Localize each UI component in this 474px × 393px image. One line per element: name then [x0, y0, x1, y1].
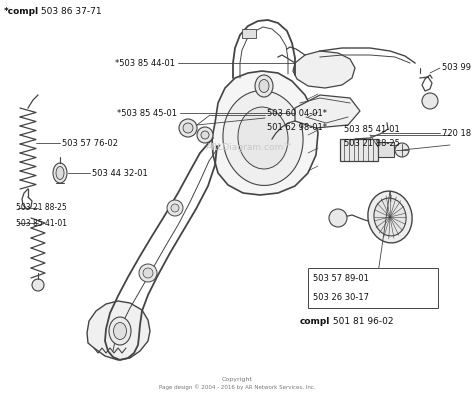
Bar [242, 29, 256, 38]
Circle shape [329, 209, 347, 227]
Ellipse shape [238, 107, 288, 169]
Text: 501 62 98-01*: 501 62 98-01* [267, 123, 327, 132]
Text: 503 85 41-01: 503 85 41-01 [16, 219, 67, 228]
Circle shape [167, 200, 183, 216]
Circle shape [197, 127, 213, 143]
Bar [378, 142, 394, 157]
Circle shape [32, 279, 44, 291]
Circle shape [139, 264, 157, 282]
Ellipse shape [255, 75, 273, 97]
Text: 503 85 41-01: 503 85 41-01 [344, 125, 400, 134]
Text: ARLDiagram.com™: ARLDiagram.com™ [206, 143, 293, 152]
Text: *compl: *compl [4, 7, 39, 15]
Text: *503 85 44-01: *503 85 44-01 [115, 59, 175, 68]
Text: 503 26 30-17: 503 26 30-17 [313, 293, 369, 302]
Text: Page design © 2004 - 2016 by AR Network Services, Inc.: Page design © 2004 - 2016 by AR Network … [159, 384, 315, 390]
Ellipse shape [109, 317, 131, 345]
Bar [340, 139, 378, 161]
Text: 503 99 86-01*: 503 99 86-01* [442, 64, 474, 72]
Circle shape [183, 123, 193, 133]
Ellipse shape [223, 90, 303, 185]
Text: 503 57 89-01: 503 57 89-01 [313, 274, 369, 283]
Text: compl: compl [300, 316, 330, 325]
Circle shape [179, 119, 197, 137]
Ellipse shape [113, 323, 127, 340]
Ellipse shape [56, 167, 64, 180]
Text: 503 57 76-02: 503 57 76-02 [62, 138, 118, 147]
Text: 503 21 88-25: 503 21 88-25 [16, 204, 67, 213]
Text: 503 86 37-71: 503 86 37-71 [38, 7, 101, 15]
Ellipse shape [53, 163, 67, 183]
Text: 720 18 25-20*: 720 18 25-20* [442, 129, 474, 138]
Text: 503 60 04-01*: 503 60 04-01* [267, 108, 327, 118]
Text: 501 81 96-02: 501 81 96-02 [330, 316, 393, 325]
Polygon shape [295, 95, 360, 128]
Circle shape [395, 143, 409, 157]
Polygon shape [212, 71, 318, 195]
Circle shape [422, 93, 438, 109]
Text: 503 21 88-25: 503 21 88-25 [344, 138, 400, 147]
Bar [308, 268, 438, 308]
Text: *503 85 45-01: *503 85 45-01 [117, 108, 177, 118]
Text: Copyright: Copyright [221, 376, 253, 382]
Circle shape [171, 204, 179, 212]
Text: 503 44 32-01: 503 44 32-01 [92, 169, 148, 178]
Polygon shape [293, 51, 355, 88]
Circle shape [201, 131, 209, 139]
Ellipse shape [368, 191, 412, 243]
Circle shape [143, 268, 153, 278]
Polygon shape [87, 301, 150, 360]
Ellipse shape [259, 79, 269, 92]
Ellipse shape [374, 198, 406, 236]
